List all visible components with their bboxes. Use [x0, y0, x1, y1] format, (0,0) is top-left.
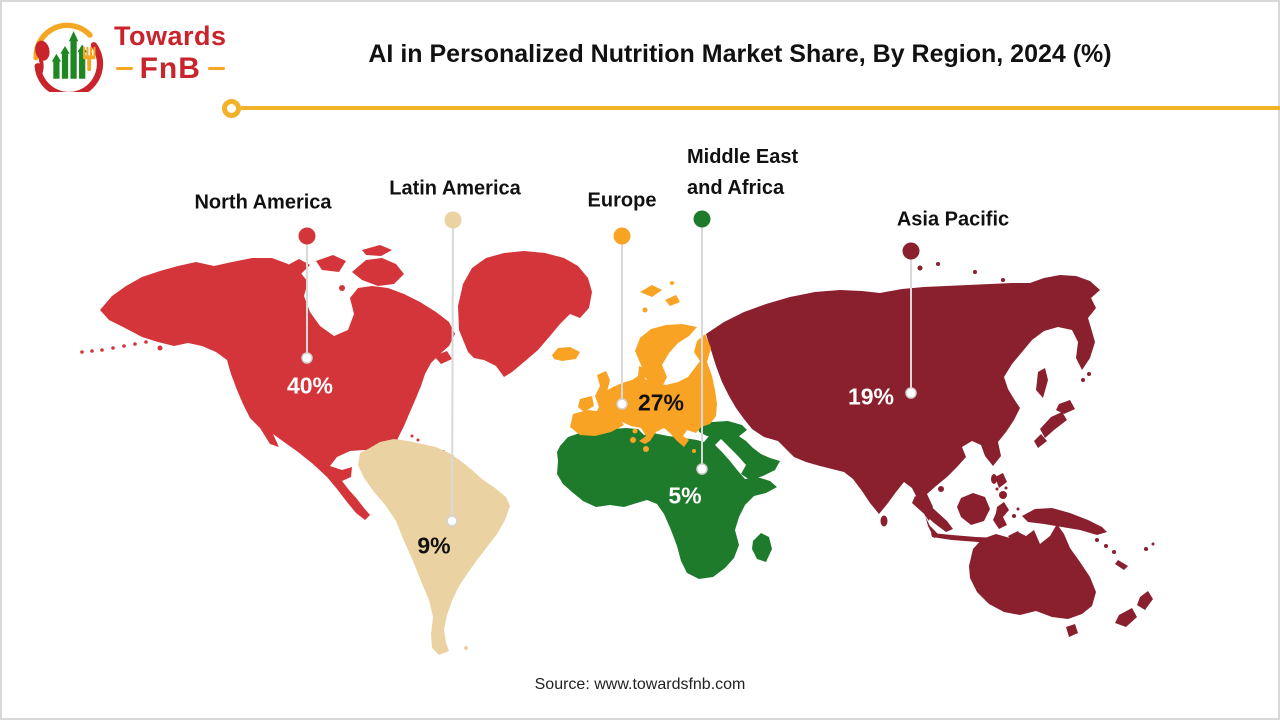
spoon-icon — [35, 40, 50, 78]
logo-dash-right — [207, 67, 225, 70]
end-dot-asia-pacific — [905, 387, 917, 399]
marker-dot-north-america — [298, 227, 316, 245]
value-label-north-america: 40% — [286, 372, 334, 399]
logo-dash-left — [115, 67, 133, 70]
value-label-middle-east-africa: 5% — [668, 482, 702, 509]
region-label-europe: Europe — [587, 189, 657, 212]
map-region-europe — [552, 281, 717, 453]
source-attribution: Source: www.towardsfnb.com — [534, 676, 746, 693]
leader-lines — [306, 219, 912, 522]
region-label-asia-pacific: Asia Pacific — [896, 208, 1010, 231]
region-label-north-america: North America — [194, 191, 332, 214]
region-label-middle-east-africa: Middle East and Africa — [687, 146, 799, 199]
page-title: AI in Personalized Nutrition Market Shar… — [368, 40, 1112, 68]
divider-ring-icon — [222, 99, 241, 118]
towardsfnb-logo: Towards FnB — [26, 14, 227, 92]
logo-wordmark: Towards FnB — [114, 20, 227, 85]
value-label-latin-america: 9% — [417, 532, 451, 559]
map-region-middle-east-africa — [557, 421, 780, 579]
map-region-north-america — [80, 245, 592, 520]
divider-rule — [241, 106, 1280, 110]
logo-arc-bottom — [34, 42, 104, 92]
end-dot-north-america — [301, 352, 313, 364]
leader-line-latin-america — [451, 219, 454, 522]
logo-brand-top: Towards — [114, 20, 227, 51]
region-marker-dots — [298, 210, 920, 260]
marker-dot-middle-east-africa — [693, 210, 711, 228]
value-label-asia-pacific: 19% — [847, 383, 895, 410]
end-dot-europe — [616, 398, 628, 410]
map-region-latin-america — [358, 439, 510, 655]
end-dot-latin-america — [446, 515, 458, 527]
logo-brand-bottom: FnB — [139, 51, 201, 85]
growth-bars-icon — [51, 31, 87, 79]
fork-icon — [82, 46, 96, 71]
marker-dot-europe — [613, 227, 631, 245]
value-label-europe: 27% — [637, 389, 685, 416]
end-dot-middle-east-africa — [696, 463, 708, 475]
marker-dot-latin-america — [444, 211, 462, 229]
map-region-asia-pacific — [706, 262, 1155, 637]
towardsfnb-logo-icon — [33, 22, 104, 92]
leader-end-dots — [301, 352, 917, 527]
marker-dot-asia-pacific — [902, 242, 920, 260]
region-label-latin-america: Latin America — [389, 177, 521, 200]
